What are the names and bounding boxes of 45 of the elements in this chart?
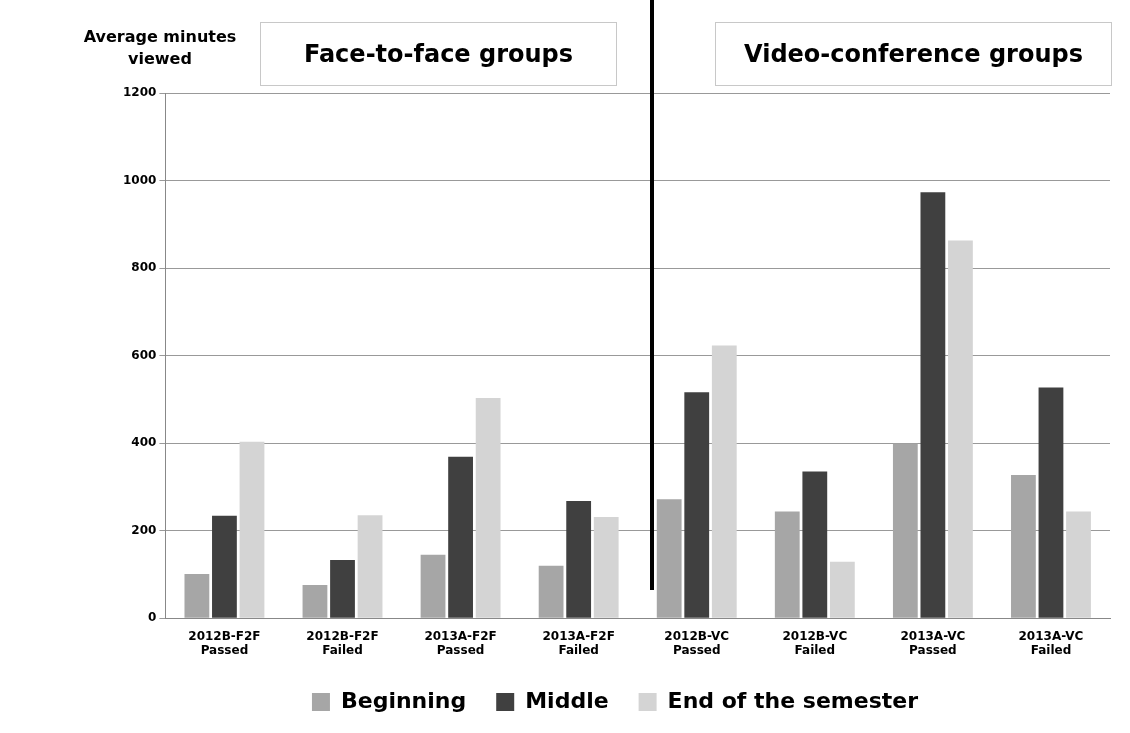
bar [656,499,682,618]
bar [330,559,355,618]
legend-label: Middle [525,687,609,713]
legend-label: End of the semester [667,687,919,713]
x-tick-label: 2013A-VC Failed [1018,628,1084,657]
bar [1038,387,1064,618]
bar [829,561,855,618]
text: Face-to-face groups [260,22,617,86]
x-tick-label: 2012B-F2F Passed [188,628,261,657]
bar [212,515,237,618]
y-tick-label: 800 [131,260,157,275]
bar [184,574,210,618]
bar [920,192,946,618]
bar [593,517,619,618]
y-axis-title: Average minutes viewed [82,26,238,70]
bar [357,515,383,618]
y-tick-label: 400 [131,435,157,450]
y-tick-label: 1200 [122,85,157,100]
bar [1011,475,1036,618]
bar [420,554,446,618]
bar [538,565,564,618]
y-tick-label: 0 [148,610,157,625]
text: Video-conference groups [715,22,1112,86]
bar [711,345,737,618]
bar [948,240,973,618]
bar [802,471,828,618]
bar [302,584,328,618]
x-tick-label: 2012B-VC Passed [664,628,730,657]
legend-label: Beginning [340,687,467,713]
bar [448,456,473,618]
bar [239,441,265,618]
y-tick-label: 600 [131,347,157,362]
bar [892,443,918,618]
bar [566,500,592,618]
bar [774,511,800,618]
x-tick-label: 2013A-F2F Passed [424,628,497,657]
x-tick-label: 2013A-F2F Failed [542,628,615,657]
y-tick-label: 1000 [122,172,157,187]
bar [1066,511,1091,618]
x-tick-label: 2012B-VC Failed [782,628,848,657]
bar [475,398,501,618]
x-tick-label: 2013A-VC Passed [900,628,966,657]
y-tick-label: 200 [131,522,157,537]
bar [684,392,710,618]
x-tick-label: 2012B-F2F Failed [306,628,379,657]
